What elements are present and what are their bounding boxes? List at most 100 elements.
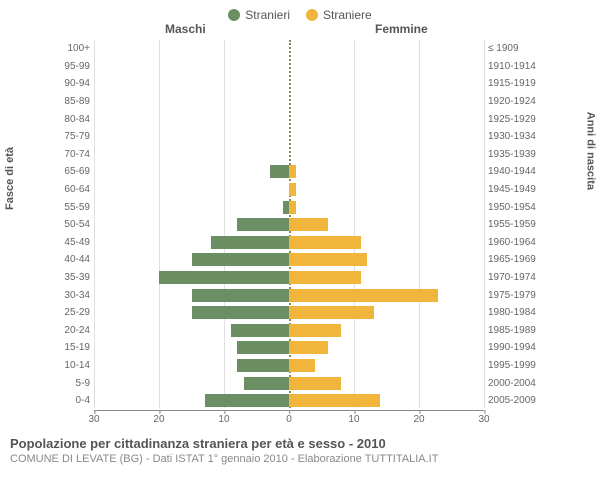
- age-label: 10-14: [50, 360, 94, 371]
- bar-zone: [94, 198, 484, 216]
- birth-label: 1985-1989: [484, 325, 540, 336]
- chart-row: 35-39 1970-1974: [50, 269, 540, 287]
- age-label: 30-34: [50, 290, 94, 301]
- birth-label: 1915-1919: [484, 78, 540, 89]
- birth-label: 1995-1999: [484, 360, 540, 371]
- chart-row: 85-89 1920-1924: [50, 93, 540, 111]
- bar-zone: [94, 40, 484, 58]
- bar-male: [237, 359, 289, 372]
- bar-male-wrap: [94, 251, 289, 269]
- bar-male: [192, 306, 290, 319]
- chart-row: 10-14 1995-1999: [50, 357, 540, 375]
- birth-label: 1910-1914: [484, 61, 540, 72]
- bar-zone: [94, 322, 484, 340]
- bar-female: [289, 377, 341, 390]
- bar-female-wrap: [289, 304, 484, 322]
- birth-label: 1960-1964: [484, 237, 540, 248]
- bar-female-wrap: [289, 374, 484, 392]
- bar-male-wrap: [94, 339, 289, 357]
- bar-zone: [94, 304, 484, 322]
- chart-row: 80-841925-1929: [50, 110, 540, 128]
- x-tick: 20: [413, 411, 424, 425]
- bar-male: [205, 394, 290, 407]
- chart-row: 100+≤ 1909: [50, 40, 540, 58]
- bar-female: [289, 271, 361, 284]
- population-pyramid-chart: Stranieri Straniere Maschi Femmine Fasce…: [0, 0, 600, 500]
- y-axis-left-title: Fasce di età: [4, 147, 16, 210]
- bar-zone: [94, 110, 484, 128]
- legend-swatch-female: [306, 9, 318, 21]
- bar-male: [231, 324, 290, 337]
- chart-row: 75-79 1930-1934: [50, 128, 540, 146]
- bar-male-wrap: [94, 163, 289, 181]
- bar-female-wrap: [289, 93, 484, 111]
- birth-label: 1925-1929: [484, 114, 540, 125]
- footer-subtitle: COMUNE DI LEVATE (BG) - Dati ISTAT 1° ge…: [10, 453, 590, 465]
- birth-label: 1935-1939: [484, 149, 540, 160]
- header-female: Femmine: [375, 22, 428, 36]
- bar-female: [289, 359, 315, 372]
- bar-zone: [94, 128, 484, 146]
- age-label: 85-89: [50, 96, 94, 107]
- bar-male-wrap: [94, 392, 289, 410]
- chart-footer: Popolazione per cittadinanza straniera p…: [0, 430, 600, 465]
- bar-female: [289, 218, 328, 231]
- chart-row: 25-291980-1984: [50, 304, 540, 322]
- bar-female-wrap: [289, 110, 484, 128]
- bar-zone: [94, 146, 484, 164]
- chart-row: 20-24 1985-1989: [50, 322, 540, 340]
- column-headers: Maschi Femmine: [0, 22, 600, 40]
- bar-male-wrap: [94, 357, 289, 375]
- chart-row: 15-19 1990-1994: [50, 339, 540, 357]
- bar-female: [289, 183, 296, 196]
- chart-row: 65-691940-1944: [50, 163, 540, 181]
- bar-female-wrap: [289, 392, 484, 410]
- age-label: 50-54: [50, 219, 94, 230]
- bar-female: [289, 165, 296, 178]
- bar-female-wrap: [289, 322, 484, 340]
- bar-male: [211, 236, 289, 249]
- age-label: 20-24: [50, 325, 94, 336]
- age-label: 75-79: [50, 131, 94, 142]
- bar-female-wrap: [289, 198, 484, 216]
- legend-label-female: Straniere: [323, 8, 372, 22]
- bar-zone: [94, 392, 484, 410]
- bar-female-wrap: [289, 146, 484, 164]
- bar-female: [289, 236, 361, 249]
- bar-female-wrap: [289, 286, 484, 304]
- bar-male: [270, 165, 290, 178]
- chart-row: 45-491960-1964: [50, 234, 540, 252]
- bar-female: [289, 201, 296, 214]
- age-label: 90-94: [50, 78, 94, 89]
- age-label: 5-9: [50, 378, 94, 389]
- plot-area: 100+≤ 190995-991910-191490-941915-191985…: [50, 40, 540, 430]
- bar-male: [237, 341, 289, 354]
- birth-label: 1970-1974: [484, 272, 540, 283]
- bar-female-wrap: [289, 269, 484, 287]
- bar-male-wrap: [94, 304, 289, 322]
- legend-item-male: Stranieri: [228, 8, 290, 22]
- bar-male-wrap: [94, 198, 289, 216]
- x-axis: 3020100102030: [94, 410, 484, 430]
- x-tick: 30: [478, 411, 489, 425]
- age-label: 65-69: [50, 166, 94, 177]
- bar-zone: [94, 163, 484, 181]
- birth-label: 1990-1994: [484, 342, 540, 353]
- age-label: 15-19: [50, 342, 94, 353]
- birth-label: 1950-1954: [484, 202, 540, 213]
- bar-male: [192, 253, 290, 266]
- bar-male-wrap: [94, 216, 289, 234]
- birth-label: 1930-1934: [484, 131, 540, 142]
- bar-female-wrap: [289, 58, 484, 76]
- age-label: 35-39: [50, 272, 94, 283]
- x-tick: 10: [218, 411, 229, 425]
- bar-female-wrap: [289, 357, 484, 375]
- bar-male-wrap: [94, 110, 289, 128]
- chart-row: 40-441965-1969: [50, 251, 540, 269]
- chart-row: 5-92000-2004: [50, 374, 540, 392]
- birth-label: 1920-1924: [484, 96, 540, 107]
- x-tick: 20: [153, 411, 164, 425]
- bar-female-wrap: [289, 216, 484, 234]
- bar-female-wrap: [289, 339, 484, 357]
- bar-zone: [94, 251, 484, 269]
